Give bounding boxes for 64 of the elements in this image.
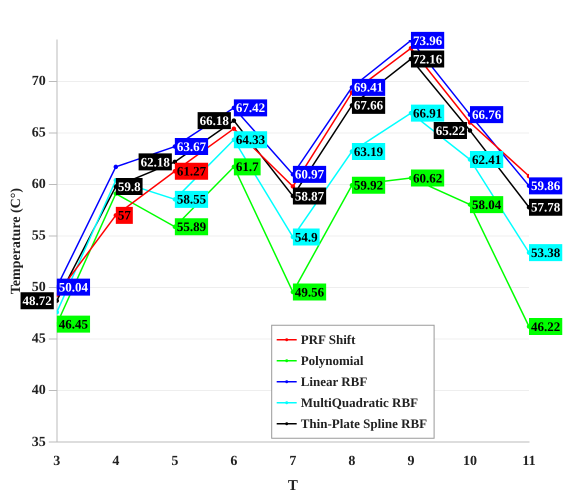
y-tick-label: 65 [32, 125, 46, 140]
data-label: 66.76 [472, 107, 502, 122]
data-label: 46.22 [531, 318, 560, 334]
data-label: 65.22 [436, 122, 465, 138]
x-tick-label: 8 [348, 454, 356, 470]
legend-label: MultiQuadratic RBF [300, 395, 418, 410]
data-label: 57 [118, 208, 132, 223]
legend-label: Thin-Plate Spline RBF [300, 416, 428, 432]
point [232, 126, 236, 131]
y-tick-label: 50 [32, 280, 46, 296]
data-label: 73.96 [412, 32, 443, 48]
legend-label: Linear RBF [300, 374, 368, 390]
point [114, 164, 118, 170]
point [290, 184, 296, 189]
legend-label: Polynomial [300, 353, 364, 368]
x-tick-label: 3 [53, 454, 60, 470]
data-label: 58.55 [176, 192, 207, 207]
data-label: 59.86 [531, 178, 561, 194]
y-tick-label: 60 [32, 176, 46, 192]
data-label: 67.66 [354, 98, 384, 113]
data-label: 53.38 [531, 245, 561, 260]
data-label: 50.04 [58, 279, 89, 294]
data-label: 54.9 [294, 229, 318, 244]
data-label: 64.33 [236, 132, 266, 148]
y-tick-label: 35 [32, 434, 46, 450]
x-tick-label: 5 [171, 454, 178, 470]
data-label: 72.16 [412, 51, 443, 66]
x-tick-label: 7 [289, 454, 296, 470]
point [468, 128, 472, 133]
data-label: 60.97 [294, 166, 325, 182]
data-label: 61.27 [176, 164, 207, 179]
x-axis-title: T [288, 478, 298, 494]
y-tick-label: 45 [32, 332, 46, 347]
data-label: 66.18 [200, 113, 230, 128]
x-tick-label: 11 [522, 454, 536, 470]
data-label: 63.67 [176, 138, 207, 154]
data-label: 67.42 [236, 100, 266, 116]
data-label: 58.04 [472, 196, 502, 212]
x-tick-label: 4 [112, 454, 120, 470]
x-tick-label: 6 [230, 454, 238, 470]
data-label: 59.92 [354, 178, 384, 193]
x-tick-label: 9 [407, 454, 414, 470]
point [232, 118, 236, 123]
data-label: 63.19 [354, 144, 384, 159]
data-label: 62.41 [472, 152, 502, 167]
data-label: 58.87 [294, 188, 325, 204]
x-tick-label: 10 [462, 454, 477, 470]
data-label: 69.41 [354, 80, 384, 95]
data-label: 55.89 [176, 219, 207, 234]
y-tick-label: 55 [32, 228, 46, 244]
data-label: 60.62 [412, 170, 442, 186]
y-tick-label: 70 [32, 74, 46, 89]
y-tick-label: 40 [32, 383, 46, 398]
point [172, 160, 178, 164]
data-label: 57.78 [531, 200, 561, 215]
data-label: 59.8 [118, 178, 142, 194]
data-label: 46.45 [58, 316, 89, 332]
data-label: 62.18 [140, 154, 170, 170]
data-label: 61.7 [236, 159, 260, 174]
legend-label: PRF Shift [300, 332, 356, 348]
data-label: 66.91 [412, 105, 442, 120]
data-label: 48.72 [22, 293, 52, 308]
y-axis-title: Temperature (C°) [9, 188, 24, 294]
data-label: 49.56 [294, 284, 325, 300]
